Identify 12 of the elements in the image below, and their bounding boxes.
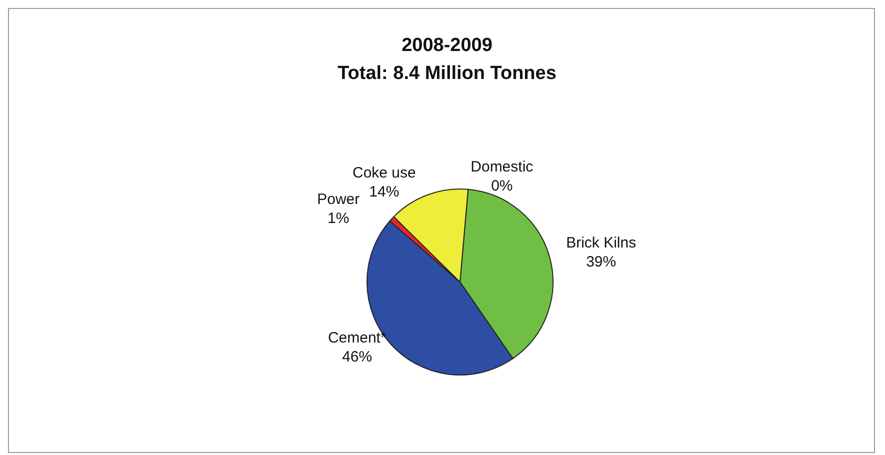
category-label: Domestic	[470, 158, 534, 176]
data-label: 46%	[342, 348, 372, 366]
data-label: 39%	[586, 254, 616, 271]
slice-label: Brick Kilns	[566, 234, 636, 252]
slice-label: Coke use	[352, 164, 416, 182]
data-label: 1%	[328, 210, 350, 228]
text: 0%	[491, 177, 513, 194]
chart-title: 2008-2009	[402, 35, 492, 56]
slice-label: Cement*	[328, 330, 386, 347]
chart-subtitle: Total: 8.4 Million Tonnes	[338, 63, 556, 84]
data-label: 14%	[369, 183, 400, 200]
slice-label: Power	[317, 191, 360, 208]
